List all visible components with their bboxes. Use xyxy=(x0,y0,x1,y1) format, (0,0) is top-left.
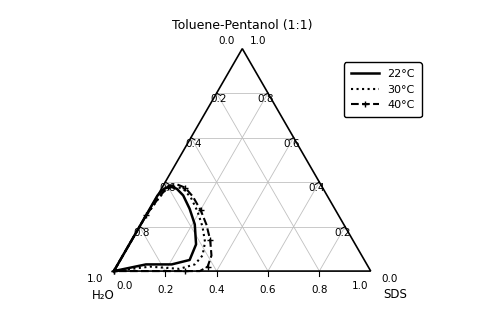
30°C xyxy=(192,262,198,266)
40°C xyxy=(182,186,188,189)
22°C xyxy=(124,247,130,251)
40°C xyxy=(150,269,156,273)
Text: 0.6: 0.6 xyxy=(260,285,276,295)
Text: Toluene-Pentanol (1:1): Toluene-Pentanol (1:1) xyxy=(172,19,312,32)
Text: 0.0: 0.0 xyxy=(218,36,234,46)
40°C xyxy=(204,265,210,268)
22°C xyxy=(111,269,117,273)
Text: 1.0: 1.0 xyxy=(87,274,104,284)
Text: 1.0: 1.0 xyxy=(352,281,368,291)
40°C xyxy=(165,185,171,188)
Text: 0.2: 0.2 xyxy=(334,228,351,238)
30°C xyxy=(147,265,153,268)
Text: 0.0: 0.0 xyxy=(116,281,133,291)
30°C xyxy=(194,209,200,213)
Legend: 22°C, 30°C, 40°C: 22°C, 30°C, 40°C xyxy=(344,63,422,117)
40°C xyxy=(111,269,117,273)
22°C xyxy=(180,193,186,197)
Text: 0.8: 0.8 xyxy=(311,285,328,295)
22°C xyxy=(161,187,167,191)
22°C xyxy=(174,187,180,191)
30°C xyxy=(164,187,170,191)
40°C xyxy=(111,269,117,273)
Text: 0.4: 0.4 xyxy=(185,139,202,149)
40°C xyxy=(156,196,162,200)
30°C xyxy=(111,269,117,273)
22°C xyxy=(168,185,173,188)
30°C xyxy=(154,198,160,202)
40°C xyxy=(204,222,210,226)
Text: 0.4: 0.4 xyxy=(308,183,325,193)
Text: 0.6: 0.6 xyxy=(283,139,300,149)
40°C xyxy=(143,214,149,217)
40°C xyxy=(174,183,180,186)
30°C xyxy=(142,216,148,220)
Text: SDS: SDS xyxy=(384,288,407,301)
30°C xyxy=(126,243,132,246)
30°C xyxy=(200,225,205,229)
22°C xyxy=(111,269,117,273)
30°C xyxy=(200,254,205,258)
22°C xyxy=(186,258,192,262)
Text: 0.8: 0.8 xyxy=(134,228,150,238)
Line: 30°C: 30°C xyxy=(114,187,205,271)
40°C xyxy=(128,240,134,244)
30°C xyxy=(176,267,182,271)
Text: 0.6: 0.6 xyxy=(160,183,176,193)
Text: 0.2: 0.2 xyxy=(211,94,228,104)
22°C xyxy=(168,262,174,266)
30°C xyxy=(172,185,178,188)
22°C xyxy=(192,222,198,226)
30°C xyxy=(202,240,208,244)
22°C xyxy=(147,207,153,211)
22°C xyxy=(186,207,192,211)
40°C xyxy=(208,254,214,258)
22°C xyxy=(154,193,160,197)
Text: 0.8: 0.8 xyxy=(258,94,274,104)
30°C xyxy=(188,196,194,200)
Text: H₂O: H₂O xyxy=(92,289,115,302)
Text: 1.0: 1.0 xyxy=(250,36,266,46)
40°C xyxy=(182,269,188,273)
22°C xyxy=(143,262,149,266)
40°C xyxy=(190,195,196,198)
Text: 0.0: 0.0 xyxy=(381,274,398,284)
22°C xyxy=(193,243,199,246)
40°C xyxy=(197,269,203,273)
30°C xyxy=(180,187,186,191)
Text: 0.4: 0.4 xyxy=(208,285,225,295)
40°C xyxy=(198,208,203,212)
Line: 22°C: 22°C xyxy=(114,187,196,271)
Line: 40°C: 40°C xyxy=(111,182,214,274)
Text: 0.2: 0.2 xyxy=(157,285,174,295)
40°C xyxy=(207,238,213,242)
30°C xyxy=(111,269,117,273)
22°C xyxy=(136,225,142,229)
